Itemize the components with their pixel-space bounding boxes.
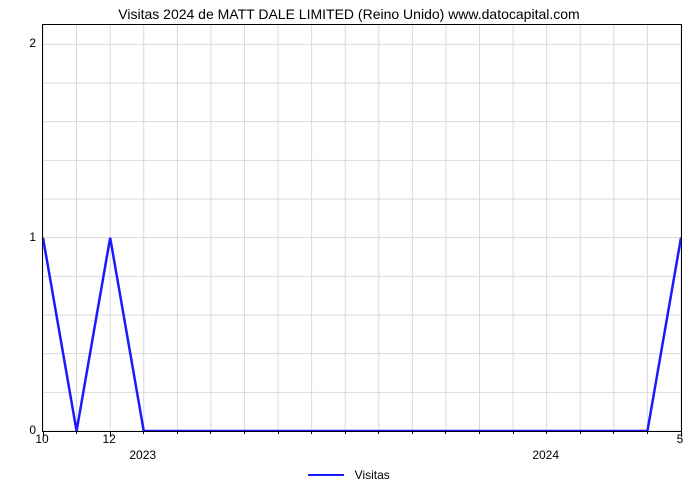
y-tick-label: 1 [29, 230, 36, 244]
x-axis-major-labels: 10125 [42, 432, 682, 448]
chart-title: Visitas 2024 de MATT DALE LIMITED (Reino… [10, 6, 688, 22]
legend-line-icon [308, 474, 344, 476]
x-tick-label: 12 [102, 432, 115, 446]
x-year-label: 2023 [129, 448, 156, 462]
x-tick-label: 5 [677, 432, 684, 446]
legend: Visitas [10, 466, 688, 484]
chart-plot-area [42, 24, 682, 432]
legend-label: Visitas [355, 468, 390, 482]
x-axis-year-labels: 2023 2024 [42, 448, 682, 464]
x-tick-label: 10 [35, 432, 48, 446]
y-tick-label: 2 [29, 36, 36, 50]
y-axis-labels: 012 [10, 24, 40, 430]
x-year-label: 2024 [532, 448, 559, 462]
data-line-svg [43, 25, 681, 431]
